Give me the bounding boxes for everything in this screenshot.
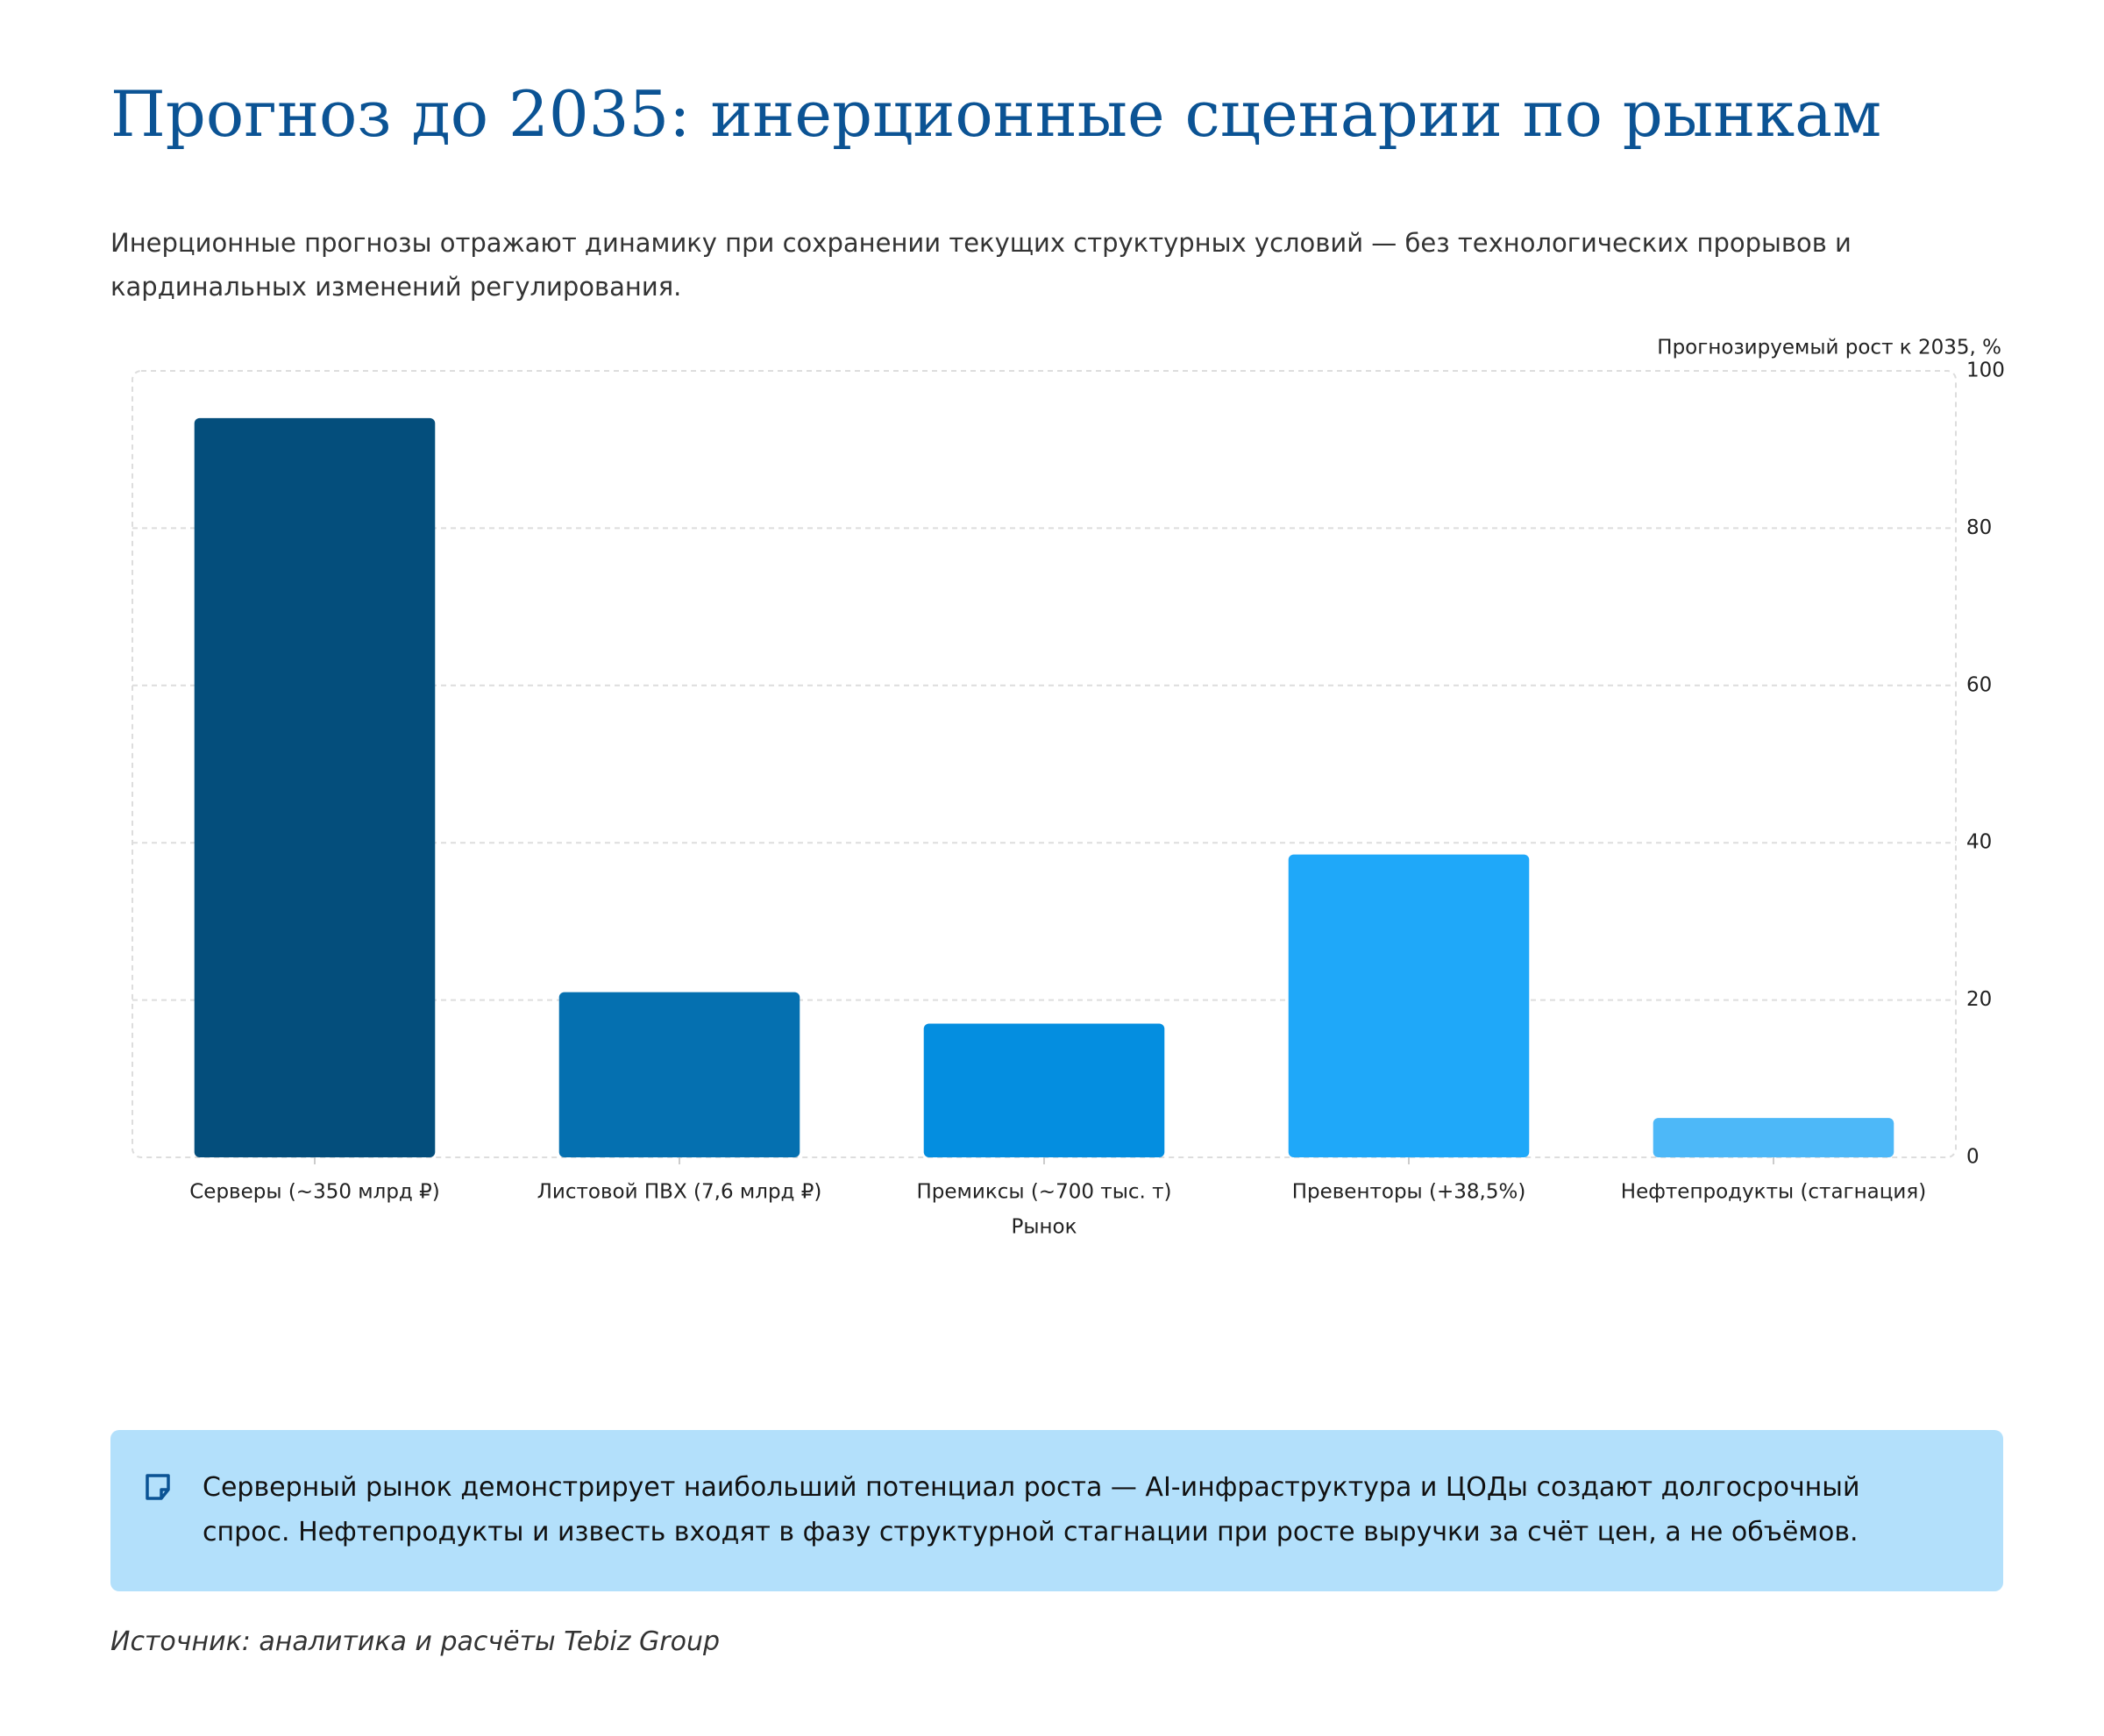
chart: Прогнозируемый рост к 2035, % Рынок 0 20 4… bbox=[132, 337, 2005, 1239]
bar bbox=[194, 417, 436, 1157]
note-box: Серверный рынок демонстрирует наибольший… bbox=[110, 1430, 2003, 1591]
bar bbox=[1288, 854, 1530, 1157]
source: Источник: аналитика и расчёты Tebiz Grou… bbox=[110, 1626, 720, 1657]
x-axis-title: Рынок bbox=[1011, 1216, 1077, 1239]
x-tick-label: Серверы (~350 млрд ₽) bbox=[189, 1181, 440, 1204]
y-tick-label: 80 bbox=[1966, 516, 1992, 539]
y-tick-label: 20 bbox=[1966, 988, 1992, 1011]
y-tick-label: 0 bbox=[1966, 1146, 1980, 1169]
note-text: Серверный рынок демонстрирует наибольший… bbox=[203, 1472, 1860, 1547]
note-icon bbox=[146, 1474, 170, 1500]
chart-title: Прогноз до 2035: инерционные сценарии по… bbox=[110, 77, 1882, 151]
x-tick-label: Превенторы (+38,5%) bbox=[1292, 1181, 1526, 1204]
x-tick-label: Листовой ПВХ (7,6 млрд ₽) bbox=[537, 1181, 822, 1204]
x-tick-label: Премиксы (~700 тыс. т) bbox=[916, 1181, 1171, 1204]
bar bbox=[923, 1023, 1165, 1157]
y-tick-label: 40 bbox=[1966, 831, 1992, 854]
y-tick-label: 100 bbox=[1966, 359, 2005, 382]
x-tick-label: Нефтепродукты (стагнация) bbox=[1621, 1181, 1926, 1204]
chart-subtitle: Инерционные прогнозы отражают динамику п… bbox=[110, 228, 1852, 302]
y-axis-title: Прогнозируемый рост к 2035, % bbox=[1657, 337, 2001, 359]
y-tick-label: 60 bbox=[1966, 673, 1992, 696]
bar bbox=[1653, 1118, 1894, 1157]
bar bbox=[558, 992, 800, 1157]
